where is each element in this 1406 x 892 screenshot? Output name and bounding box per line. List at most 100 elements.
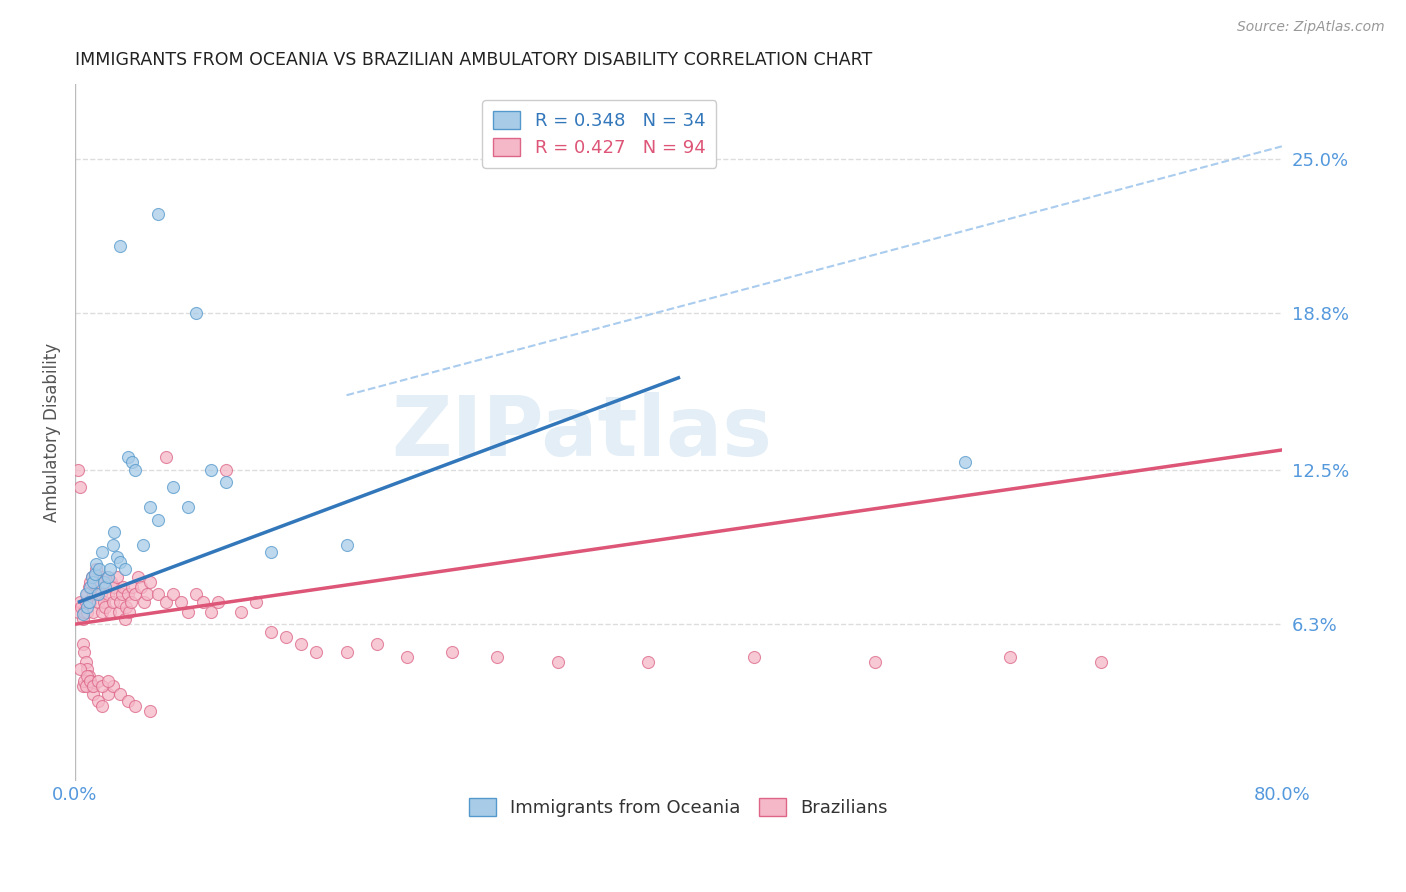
Point <box>110 555 132 569</box>
Point <box>547 655 569 669</box>
Point <box>77 595 100 609</box>
Point <box>146 513 169 527</box>
Point <box>69 662 91 676</box>
Point <box>89 574 111 589</box>
Point <box>366 637 388 651</box>
Point <box>79 595 101 609</box>
Point <box>124 587 146 601</box>
Point <box>82 574 104 589</box>
Point <box>260 624 283 639</box>
Text: ZIPatlas: ZIPatlas <box>391 392 772 473</box>
Point <box>115 599 138 614</box>
Point <box>97 587 120 601</box>
Point <box>82 605 104 619</box>
Point <box>121 580 143 594</box>
Point <box>91 699 114 714</box>
Point <box>117 694 139 708</box>
Point <box>139 500 162 515</box>
Point <box>207 595 229 609</box>
Point <box>114 562 136 576</box>
Point <box>82 587 104 601</box>
Point <box>245 595 267 609</box>
Point <box>105 549 128 564</box>
Point <box>200 463 222 477</box>
Point <box>83 587 105 601</box>
Text: IMMIGRANTS FROM OCEANIA VS BRAZILIAN AMBULATORY DISABILITY CORRELATION CHART: IMMIGRANTS FROM OCEANIA VS BRAZILIAN AMB… <box>75 51 872 69</box>
Point <box>276 630 298 644</box>
Point <box>101 537 124 551</box>
Point <box>75 587 97 601</box>
Point <box>84 558 107 572</box>
Point <box>84 562 107 576</box>
Point <box>97 570 120 584</box>
Point <box>79 674 101 689</box>
Point <box>395 649 418 664</box>
Point <box>110 595 132 609</box>
Point <box>742 649 765 664</box>
Point <box>94 580 117 594</box>
Point <box>305 644 328 658</box>
Point <box>146 587 169 601</box>
Point <box>335 537 357 551</box>
Point <box>77 580 100 594</box>
Point <box>290 637 312 651</box>
Point <box>76 587 98 601</box>
Point <box>229 605 252 619</box>
Point <box>117 587 139 601</box>
Point <box>72 680 94 694</box>
Point <box>94 599 117 614</box>
Point <box>139 704 162 718</box>
Point <box>104 587 127 601</box>
Point <box>155 595 177 609</box>
Point <box>86 674 108 689</box>
Point <box>91 570 114 584</box>
Point <box>97 687 120 701</box>
Point <box>335 644 357 658</box>
Point <box>98 562 121 576</box>
Point <box>69 480 91 494</box>
Point <box>155 450 177 465</box>
Point <box>86 595 108 609</box>
Point <box>953 455 976 469</box>
Point <box>79 580 101 594</box>
Point <box>93 574 115 589</box>
Point <box>114 612 136 626</box>
Point <box>72 607 94 622</box>
Point <box>131 580 153 594</box>
Point <box>70 599 93 614</box>
Point <box>103 525 125 540</box>
Point <box>215 475 238 490</box>
Point <box>79 574 101 589</box>
Point <box>124 463 146 477</box>
Point <box>83 570 105 584</box>
Point <box>162 587 184 601</box>
Point <box>80 570 103 584</box>
Point <box>91 545 114 559</box>
Point <box>76 599 98 614</box>
Point <box>184 587 207 601</box>
Point <box>83 567 105 582</box>
Point <box>89 562 111 576</box>
Point <box>80 680 103 694</box>
Point <box>86 587 108 601</box>
Point <box>118 605 141 619</box>
Point <box>112 580 135 594</box>
Point <box>637 655 659 669</box>
Point <box>72 612 94 626</box>
Point <box>486 649 509 664</box>
Point <box>69 595 91 609</box>
Point <box>441 644 464 658</box>
Point <box>98 605 121 619</box>
Point <box>73 644 96 658</box>
Text: Source: ZipAtlas.com: Source: ZipAtlas.com <box>1237 20 1385 34</box>
Point <box>120 595 142 609</box>
Point <box>80 570 103 584</box>
Point <box>177 500 200 515</box>
Point <box>121 455 143 469</box>
Point <box>193 595 215 609</box>
Y-axis label: Ambulatory Disability: Ambulatory Disability <box>44 343 60 522</box>
Point <box>124 699 146 714</box>
Point <box>103 580 125 594</box>
Point <box>97 674 120 689</box>
Point <box>77 669 100 683</box>
